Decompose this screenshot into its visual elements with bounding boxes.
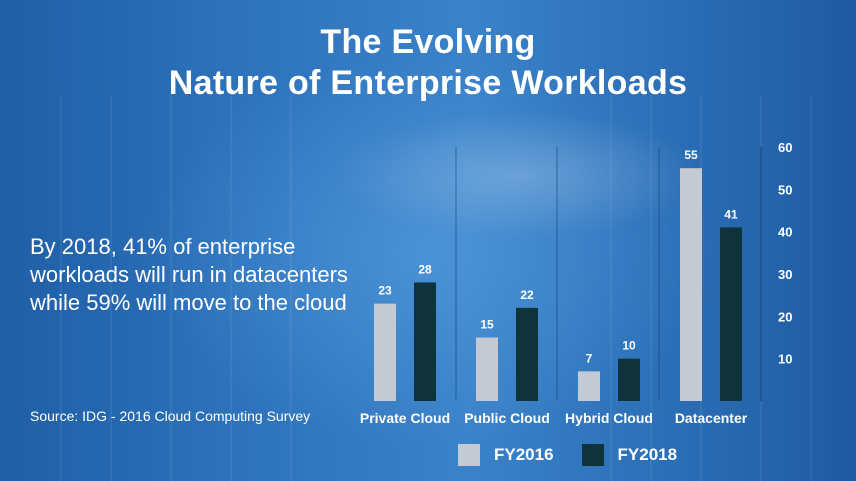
- background-rack-line: [170, 95, 172, 481]
- background-rack-line: [230, 95, 232, 481]
- data-label: 23: [378, 284, 392, 298]
- bar-fy2018-hybrid-cloud: [618, 358, 640, 401]
- legend-swatch-fy2016: [458, 444, 480, 466]
- x-tick-label: Public Cloud: [464, 410, 550, 426]
- bar-fy2016-datacenter: [680, 168, 702, 401]
- legend-item-fy2016: FY2016: [458, 444, 554, 466]
- background-rack-line: [290, 95, 292, 481]
- data-label: 41: [724, 207, 738, 221]
- data-label: 7: [586, 351, 593, 365]
- y-tick-label: 50: [778, 182, 792, 197]
- y-tick-label: 60: [778, 140, 792, 155]
- x-tick-label: Hybrid Cloud: [565, 410, 653, 426]
- key-statement: By 2018, 41% of enterprise workloads wil…: [30, 234, 348, 315]
- y-tick-label: 10: [778, 352, 792, 367]
- y-tick-label: 40: [778, 225, 792, 240]
- background-rack-line: [60, 95, 62, 481]
- title-line-1: The Evolving: [320, 23, 536, 61]
- bar-fy2016-public-cloud: [476, 337, 498, 401]
- background-rack-line: [110, 95, 112, 481]
- background-rack-line: [810, 95, 812, 481]
- legend-label-fy2016: FY2016: [494, 445, 554, 464]
- chart-legend: FY2016 FY2018: [458, 443, 705, 467]
- data-label: 28: [418, 262, 432, 276]
- bar-fy2016-hybrid-cloud: [578, 371, 600, 401]
- x-tick-label: Datacenter: [675, 410, 748, 426]
- legend-label-fy2018: FY2018: [617, 445, 678, 464]
- bar-fy2016-private-cloud: [374, 303, 396, 401]
- y-tick-label: 30: [778, 267, 792, 282]
- title-line-2: Nature of Enterprise Workloads: [168, 64, 688, 102]
- background-rack-line: [650, 95, 652, 481]
- page-title: The Evolving Nature of Enterprise Worklo…: [0, 22, 856, 104]
- x-tick-label: Private Cloud: [360, 410, 450, 426]
- source-note: Source: IDG - 2016 Cloud Computing Surve…: [30, 408, 311, 424]
- bar-fy2018-datacenter: [720, 227, 742, 401]
- legend-item-fy2018: FY2018: [581, 444, 678, 466]
- data-label: 10: [622, 339, 636, 353]
- bar-fy2018-private-cloud: [414, 282, 436, 401]
- bar-fy2018-public-cloud: [516, 307, 538, 401]
- data-label: 55: [684, 148, 698, 162]
- y-tick-label: 20: [778, 309, 792, 324]
- data-label: 15: [480, 318, 494, 332]
- data-label: 22: [520, 288, 534, 302]
- background-rack-line: [610, 95, 612, 481]
- legend-swatch-fy2018: [581, 444, 604, 466]
